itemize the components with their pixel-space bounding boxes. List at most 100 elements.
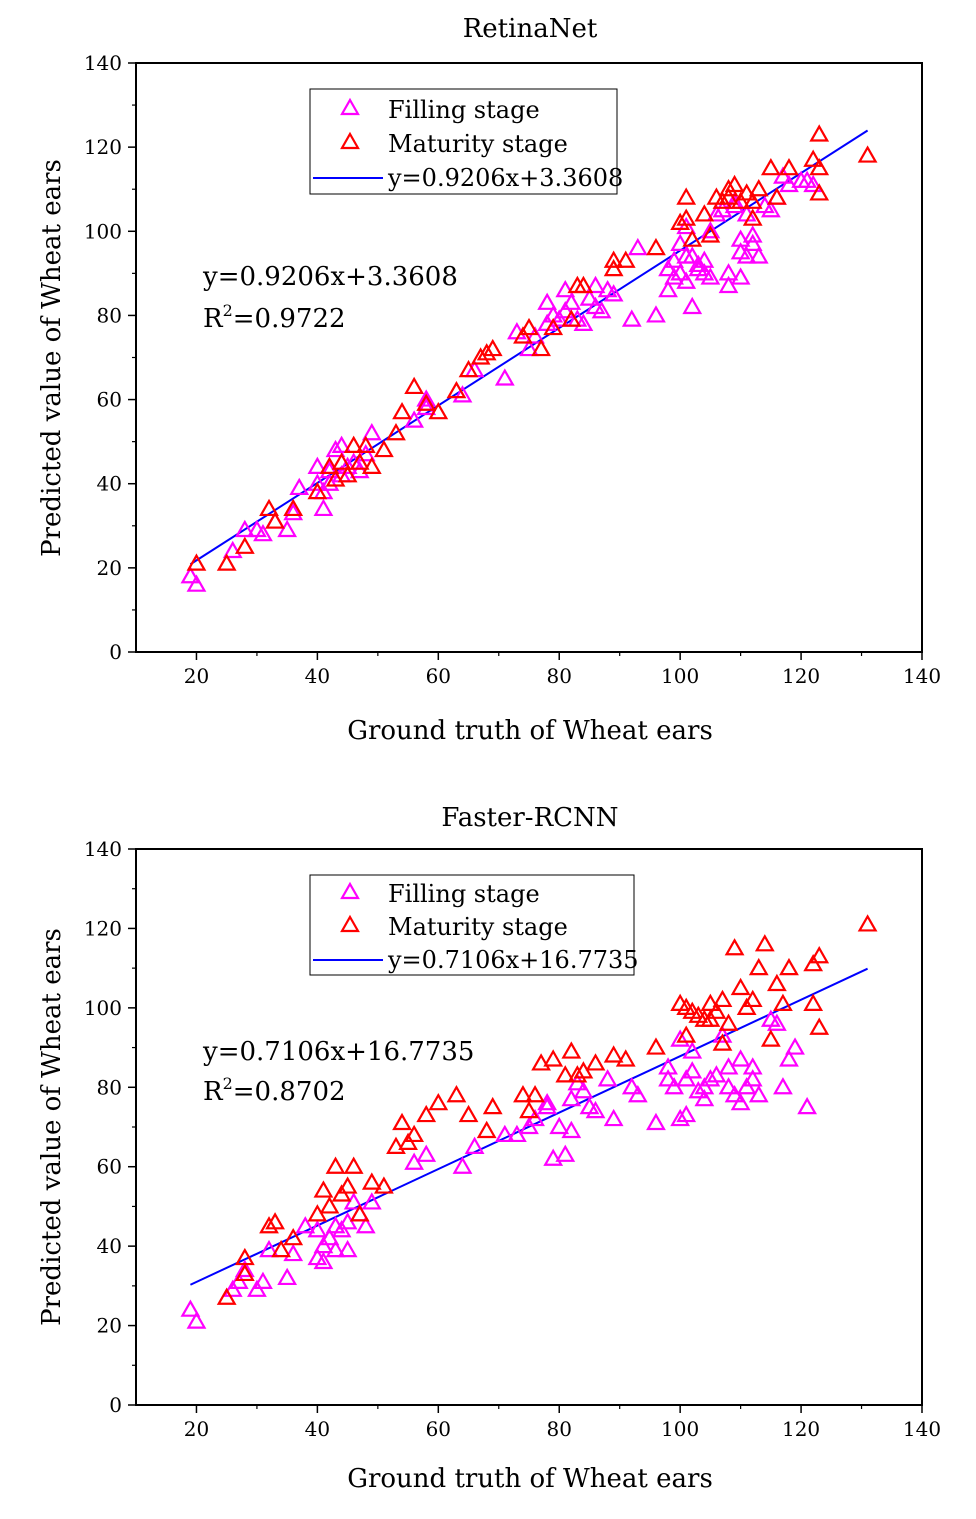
regression-line <box>189 129 869 566</box>
r2-superscript: 2 <box>223 301 233 320</box>
maturity-stage-point <box>476 1120 497 1139</box>
maturity-stage-point <box>392 401 412 420</box>
maturity-stage-point <box>307 481 328 500</box>
maturity-stage-point <box>603 258 624 277</box>
maturity-stage-point <box>519 317 539 336</box>
y-tick-label: 60 <box>97 388 122 412</box>
y-tick-label: 80 <box>97 303 122 327</box>
filling-stage-point <box>319 473 340 491</box>
legend-box <box>309 88 618 195</box>
filling-stage-point <box>748 246 769 264</box>
maturity-stage-point <box>343 1156 364 1174</box>
filling-stage-point <box>307 1220 328 1238</box>
y-tick-label: 20 <box>97 556 122 580</box>
filling-stage-point <box>186 1311 207 1329</box>
filling-stage-point <box>494 368 515 386</box>
filling-stage-point <box>700 267 721 285</box>
filling-stage-point <box>416 389 437 407</box>
x-axis-title: Ground truth of Wheat ears <box>347 1464 713 1494</box>
r-squared-annotation: R2=0.8702 <box>203 1074 346 1107</box>
filling-stage-point <box>712 1025 733 1043</box>
maturity-stage-point <box>748 957 769 976</box>
y-axis-title: Predicted value of Wheat ears <box>37 159 67 557</box>
filling-stage-point <box>283 1243 304 1262</box>
maturity-stage-point <box>386 1136 406 1154</box>
maturity-stage-point <box>392 1112 412 1131</box>
filling-stage-point <box>585 1100 606 1119</box>
filling-stage-point <box>313 1251 334 1270</box>
maturity-stage-point <box>446 380 467 399</box>
filling-stage-point <box>760 200 781 218</box>
maturity-stage-point <box>458 1104 479 1123</box>
r2-symbol: R <box>203 304 224 334</box>
filling-stage-point <box>730 1049 751 1067</box>
maturity-stage-point <box>676 187 697 205</box>
filling-stage-point <box>337 456 358 474</box>
x-tick-label: 80 <box>547 1417 572 1441</box>
maturity-stage-points <box>186 124 878 571</box>
filling-stage-point <box>452 1156 473 1174</box>
regression-line <box>189 967 869 1286</box>
filling-stage-point <box>718 275 739 294</box>
maturity-stage-point <box>234 536 255 554</box>
filling-stage-point <box>779 1049 799 1067</box>
maturity-stage-point <box>428 401 449 420</box>
maturity-stage-point <box>234 1247 255 1266</box>
filling-stage-point <box>561 1120 582 1139</box>
filling-stage-point <box>670 1108 691 1127</box>
legend-maturity-marker <box>340 131 360 150</box>
maturity-stage-point <box>754 934 775 952</box>
filling-stage-point <box>785 1037 805 1055</box>
filling-stage-point <box>519 338 539 357</box>
filling-stage-point <box>603 1108 624 1127</box>
filling-stage-point <box>537 292 558 310</box>
filling-stage-point <box>537 1096 558 1115</box>
filling-stage-point <box>797 1096 818 1115</box>
x-tick-label: 100 <box>661 664 699 688</box>
legend-filling-marker <box>340 97 360 116</box>
fit-equation-annotation: y=0.7106x+16.7735 <box>202 1037 474 1067</box>
y-tick-label: 100 <box>84 996 122 1020</box>
maturity-stage-point <box>779 157 799 176</box>
filling-stage-point <box>718 1077 739 1095</box>
chart-title: Faster-RCNN <box>441 803 618 833</box>
maturity-stage-point <box>742 208 763 226</box>
filling-stage-point <box>555 1144 576 1162</box>
maturity-stage-point <box>718 1013 739 1031</box>
filling-stage-point <box>555 279 576 298</box>
maturity-stage-point <box>337 465 358 483</box>
maturity-stage-point <box>446 1085 467 1103</box>
filling-stage-point <box>289 477 310 496</box>
x-axis-ticks: 20 40 60 80 100 120 140 <box>184 1405 941 1441</box>
x-axis-ticks: 20 40 60 80 100 120 140 <box>184 652 941 688</box>
r2-value: =0.8702 <box>233 1077 346 1107</box>
filling-stage-point <box>773 1077 793 1095</box>
filling-stage-point <box>682 296 703 315</box>
filling-stage-point <box>603 284 624 302</box>
maturity-stage-point <box>682 229 703 247</box>
maturity-stage-point <box>603 250 624 268</box>
filling-stage-point <box>319 460 340 479</box>
maturity-stage-point <box>355 435 376 453</box>
maturity-stage-point <box>543 1049 564 1067</box>
filling-stage-point <box>621 309 642 327</box>
maturity-stage-point <box>706 1001 727 1019</box>
filling-stage-point <box>779 174 799 193</box>
maturity-stage-point <box>561 309 582 327</box>
filling-stage-point <box>355 1216 376 1234</box>
filling-stage-point <box>234 519 255 538</box>
legend: Filling stage Maturity stage y=0.9206x+3… <box>309 88 623 195</box>
legend-fit-label: y=0.9206x+3.3608 <box>387 164 623 192</box>
x-tick-label: 20 <box>184 1417 209 1441</box>
filling-stage-point <box>682 246 703 264</box>
maturity-stage-point <box>615 1049 636 1067</box>
maturity-stage-point <box>670 212 691 230</box>
filling-stage-point <box>670 263 691 281</box>
filling-stage-point <box>658 279 678 298</box>
maturity-stage-point <box>809 946 830 964</box>
maturity-stage-point <box>561 1041 582 1059</box>
filling-stage-point <box>621 1077 642 1095</box>
maturity-stage-point <box>694 204 715 222</box>
maturity-stage-point <box>857 914 878 932</box>
maturity-stage-point <box>803 993 824 1011</box>
